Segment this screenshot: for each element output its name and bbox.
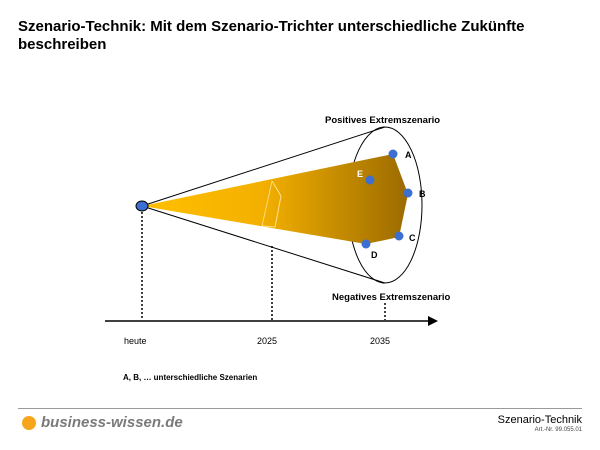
scenario-label-b: B [419,189,426,199]
positive-extreme-label: Positives Extremszenario [325,115,440,126]
cross-section-2025-rear [261,180,273,227]
scenario-cone [142,154,408,244]
cross-section-2025 [261,180,282,228]
origin-point [135,200,149,212]
footer-divider [18,408,582,409]
logo-text: business-wissen.de [41,414,183,431]
page-title: Szenario-Technik: Mit dem Szenario-Trich… [18,18,525,53]
scenario-label-c: C [409,233,416,243]
footer-title: Szenario-Technik [497,414,582,426]
logo-dot-icon [22,415,36,430]
funnel-lower-edge [141,205,386,284]
scenario-legend: A, B, … unterschiedliche Szenarien [123,373,258,382]
scenario-label-e: E [357,169,363,179]
footer-info: Szenario-Technik Art.-Nr. 99.055.01 [498,414,582,433]
scenario-point-a [388,149,398,159]
scenario-label-a: A [405,150,412,160]
brand-logo[interactable]: business-wissen.de [22,414,183,431]
article-number: Art.-Nr. 99.055.01 [534,427,582,433]
timeline-label-today: heute [124,336,147,346]
scenario-label-d: D [371,250,378,260]
scenario-point-c [394,231,404,241]
scenario-point-d [361,239,371,249]
negative-extreme-label: Negatives Extremszenario [332,292,450,303]
funnel-upper-edge [141,126,386,207]
scenario-point-b [403,188,413,198]
time-axis-arrowhead [428,316,438,326]
timeline-label-2025: 2025 [257,336,277,346]
scenario-point-e [365,175,375,185]
timeline-label-2035: 2035 [370,336,390,346]
